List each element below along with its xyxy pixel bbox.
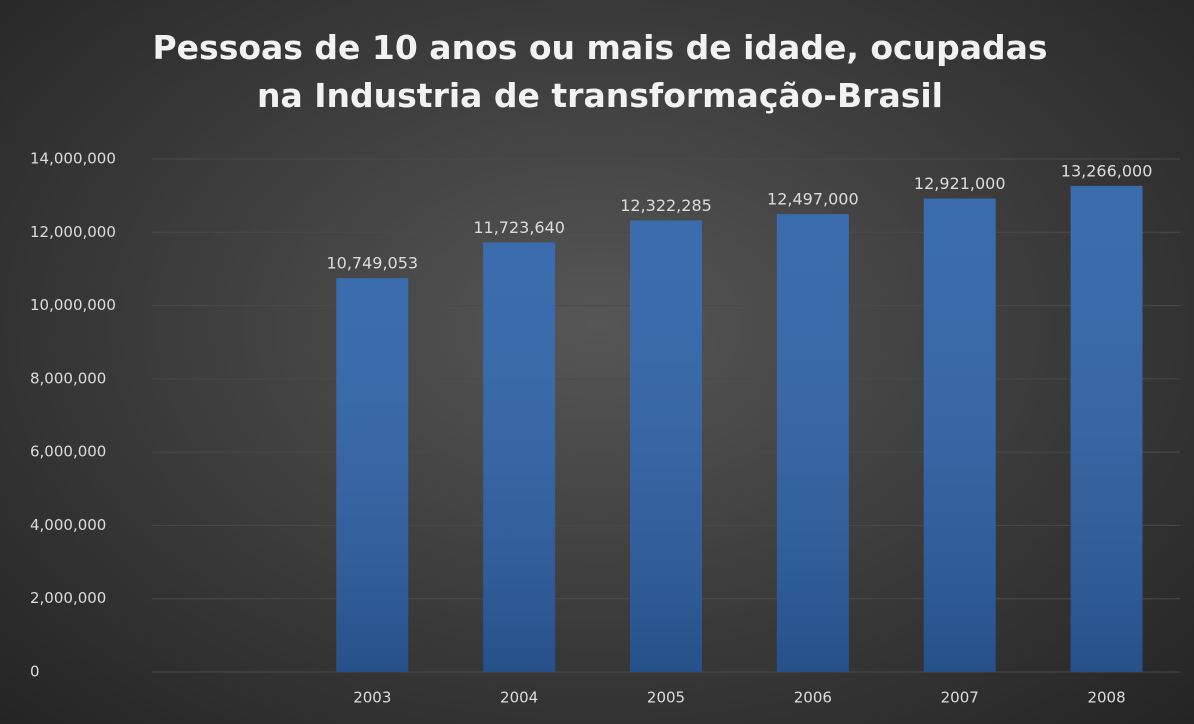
data-label: 11,723,640 bbox=[473, 218, 565, 237]
data-label: 12,921,000 bbox=[914, 174, 1006, 193]
x-tick-label: 2008 bbox=[1087, 689, 1125, 707]
data-label: 12,497,000 bbox=[767, 190, 859, 209]
y-tick-label: 0 bbox=[30, 663, 40, 681]
chart-title: Pessoas de 10 anos ou mais de idade, ocu… bbox=[152, 28, 1048, 115]
x-tick-label: 2007 bbox=[941, 689, 979, 707]
x-tick-label: 2005 bbox=[647, 689, 685, 707]
x-tick-label: 2003 bbox=[353, 689, 391, 707]
bar-shade bbox=[776, 214, 849, 672]
bar-shade bbox=[1070, 185, 1143, 672]
x-tick-label: 2006 bbox=[794, 689, 832, 707]
x-tick-label: 2004 bbox=[500, 689, 538, 707]
bar-shade bbox=[483, 242, 556, 672]
y-tick-label: 2,000,000 bbox=[30, 589, 106, 607]
data-label: 10,749,053 bbox=[326, 254, 418, 273]
bar-shade bbox=[630, 220, 702, 673]
y-tick-label: 4,000,000 bbox=[30, 516, 106, 534]
bar-shade bbox=[923, 198, 996, 672]
y-tick-label: 10,000,000 bbox=[30, 296, 116, 314]
bar-shade bbox=[336, 278, 409, 672]
y-tick-label: 14,000,000 bbox=[30, 150, 116, 168]
y-tick-label: 6,000,000 bbox=[30, 443, 106, 461]
data-label: 13,266,000 bbox=[1061, 161, 1153, 180]
data-label: 12,322,285 bbox=[620, 196, 712, 215]
y-tick-label: 8,000,000 bbox=[30, 369, 106, 387]
y-tick-label: 12,000,000 bbox=[30, 223, 116, 241]
